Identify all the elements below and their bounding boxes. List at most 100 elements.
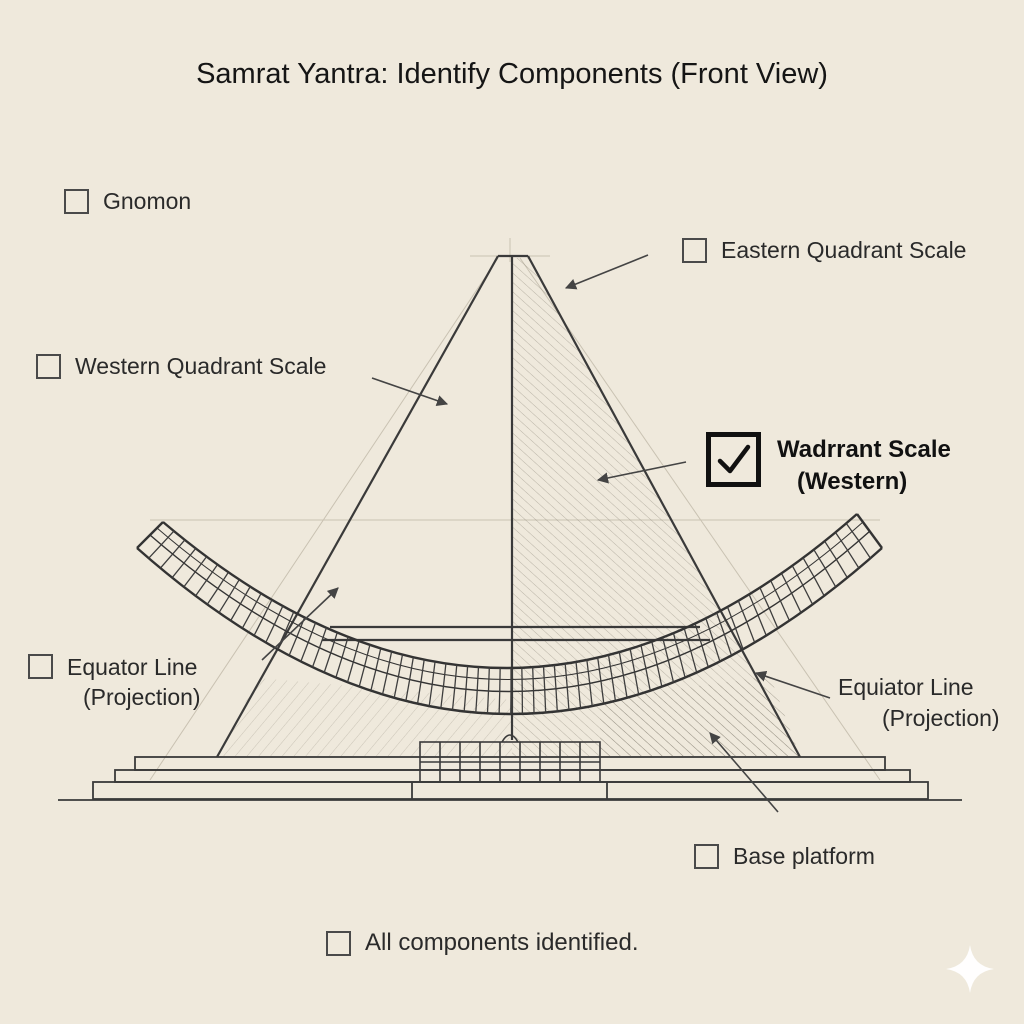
arc-tick [597,657,602,682]
arc-tick [416,681,422,704]
arc-tick [330,632,338,654]
arc-tick [288,636,298,656]
arc-tick [683,628,692,652]
arc-tick [323,652,332,673]
arc-tick [633,671,640,695]
arc-tick [451,687,456,711]
equator-line-left-checkbox[interactable] [28,654,53,679]
arc-tick [440,686,445,709]
arc-tick [273,605,284,625]
arc-tick [318,627,327,649]
arc-tick [311,647,321,668]
arc-tick [476,667,480,691]
arc-tick [813,549,826,569]
arc-tick [159,553,174,569]
wadrrant-scale-label: Wadrrant Scale [777,436,951,463]
arc-tick [622,675,628,698]
arrow-eastern-quadrant [564,254,649,290]
arc-tick [363,644,371,667]
arc-tick [375,648,382,671]
wadrrant-scale-checkbox[interactable] [706,432,761,487]
arc-tick [300,642,309,662]
arc-tick [463,689,467,712]
eastern-quadrant-checkbox[interactable] [682,237,707,263]
arc-tick [285,611,295,632]
arc-tick [575,661,580,686]
arc-tick [276,630,287,650]
arc-tick [532,667,535,691]
arc-tick [217,571,229,589]
gnomon-shaded-face [512,258,800,756]
arc-tick [393,676,400,698]
gnomon-option[interactable]: Gnomon [64,186,191,216]
arc-tick [661,637,669,661]
base-platform-label: Base platform [733,843,875,869]
arc-tick [701,645,709,668]
arc-tick [183,548,197,564]
gnomon-outline [216,254,801,758]
base-platform-checkbox[interactable] [694,843,719,869]
arc-tick [352,640,360,663]
arc-tick [555,688,558,712]
arc-tick [640,645,647,669]
equator-line-left-sublabel: (Projection) [83,684,201,710]
arc-tick [442,663,447,687]
equator-line-right-label: Equiator Line [838,674,974,700]
eastern-quadrant-option[interactable]: Eastern Quadrant Scale [682,235,966,265]
arc-tick [737,600,748,623]
arc-tick [694,623,703,646]
eastern-quadrant-label: Eastern Quadrant Scale [721,237,967,263]
arc-tick [600,681,605,704]
arc-tick [712,640,721,662]
equator-line-left-option[interactable]: Equator Line (Projection) [28,652,201,712]
arc-tick [544,689,547,713]
all-identified-checkbox[interactable] [326,930,351,956]
arrow-base-platform [709,732,779,813]
gnomon-lower-shade-right [600,676,800,756]
arc-tick [454,664,458,689]
arc-tick [553,665,557,689]
arc-tick [723,634,733,656]
arc-tick [835,559,848,579]
arc-tick [206,564,219,581]
arc-tick [672,632,681,656]
base-platform-option[interactable]: Base platform [694,841,875,871]
arc-tick [618,651,625,676]
arc-tick [265,624,275,643]
equator-line-left-label: Equator Line [67,654,198,680]
arc-tick [802,584,814,605]
arc-tick [532,690,535,714]
arc-tick [465,666,469,690]
arc-tick [705,618,714,641]
arc-tick [607,654,613,679]
arc-tick [498,691,501,714]
western-quadrant-checkbox[interactable] [36,353,61,379]
arc-tick [148,544,162,559]
arc-tick [611,678,617,701]
arc-tick [172,539,186,555]
arc-tick [768,607,779,629]
arc-tick [239,586,251,605]
arc-tick [487,667,490,692]
gnomon-label: Gnomon [103,188,192,214]
arc-tick [746,621,756,643]
arc-tick [716,612,726,635]
gnomon-checkbox[interactable] [64,188,89,214]
arc-tick [586,659,591,684]
arc-tick [428,684,433,707]
central-support [419,734,601,783]
all-identified-option[interactable]: All components identified. [326,928,639,958]
arc-tick [824,540,837,560]
arc-tick [409,657,414,680]
base-platform-steps [58,756,962,801]
arc-tick [791,565,804,586]
arc-tick [824,568,837,588]
arc-tick [218,595,230,614]
arc-tick [171,562,185,579]
western-quadrant-option[interactable]: Western Quadrant Scale [36,351,326,381]
wadrrant-scale-option[interactable]: Wadrrant Scale (Western) [706,432,951,498]
arc-tick [770,580,782,602]
arc-tick [791,592,802,613]
arc-tick [780,573,793,594]
